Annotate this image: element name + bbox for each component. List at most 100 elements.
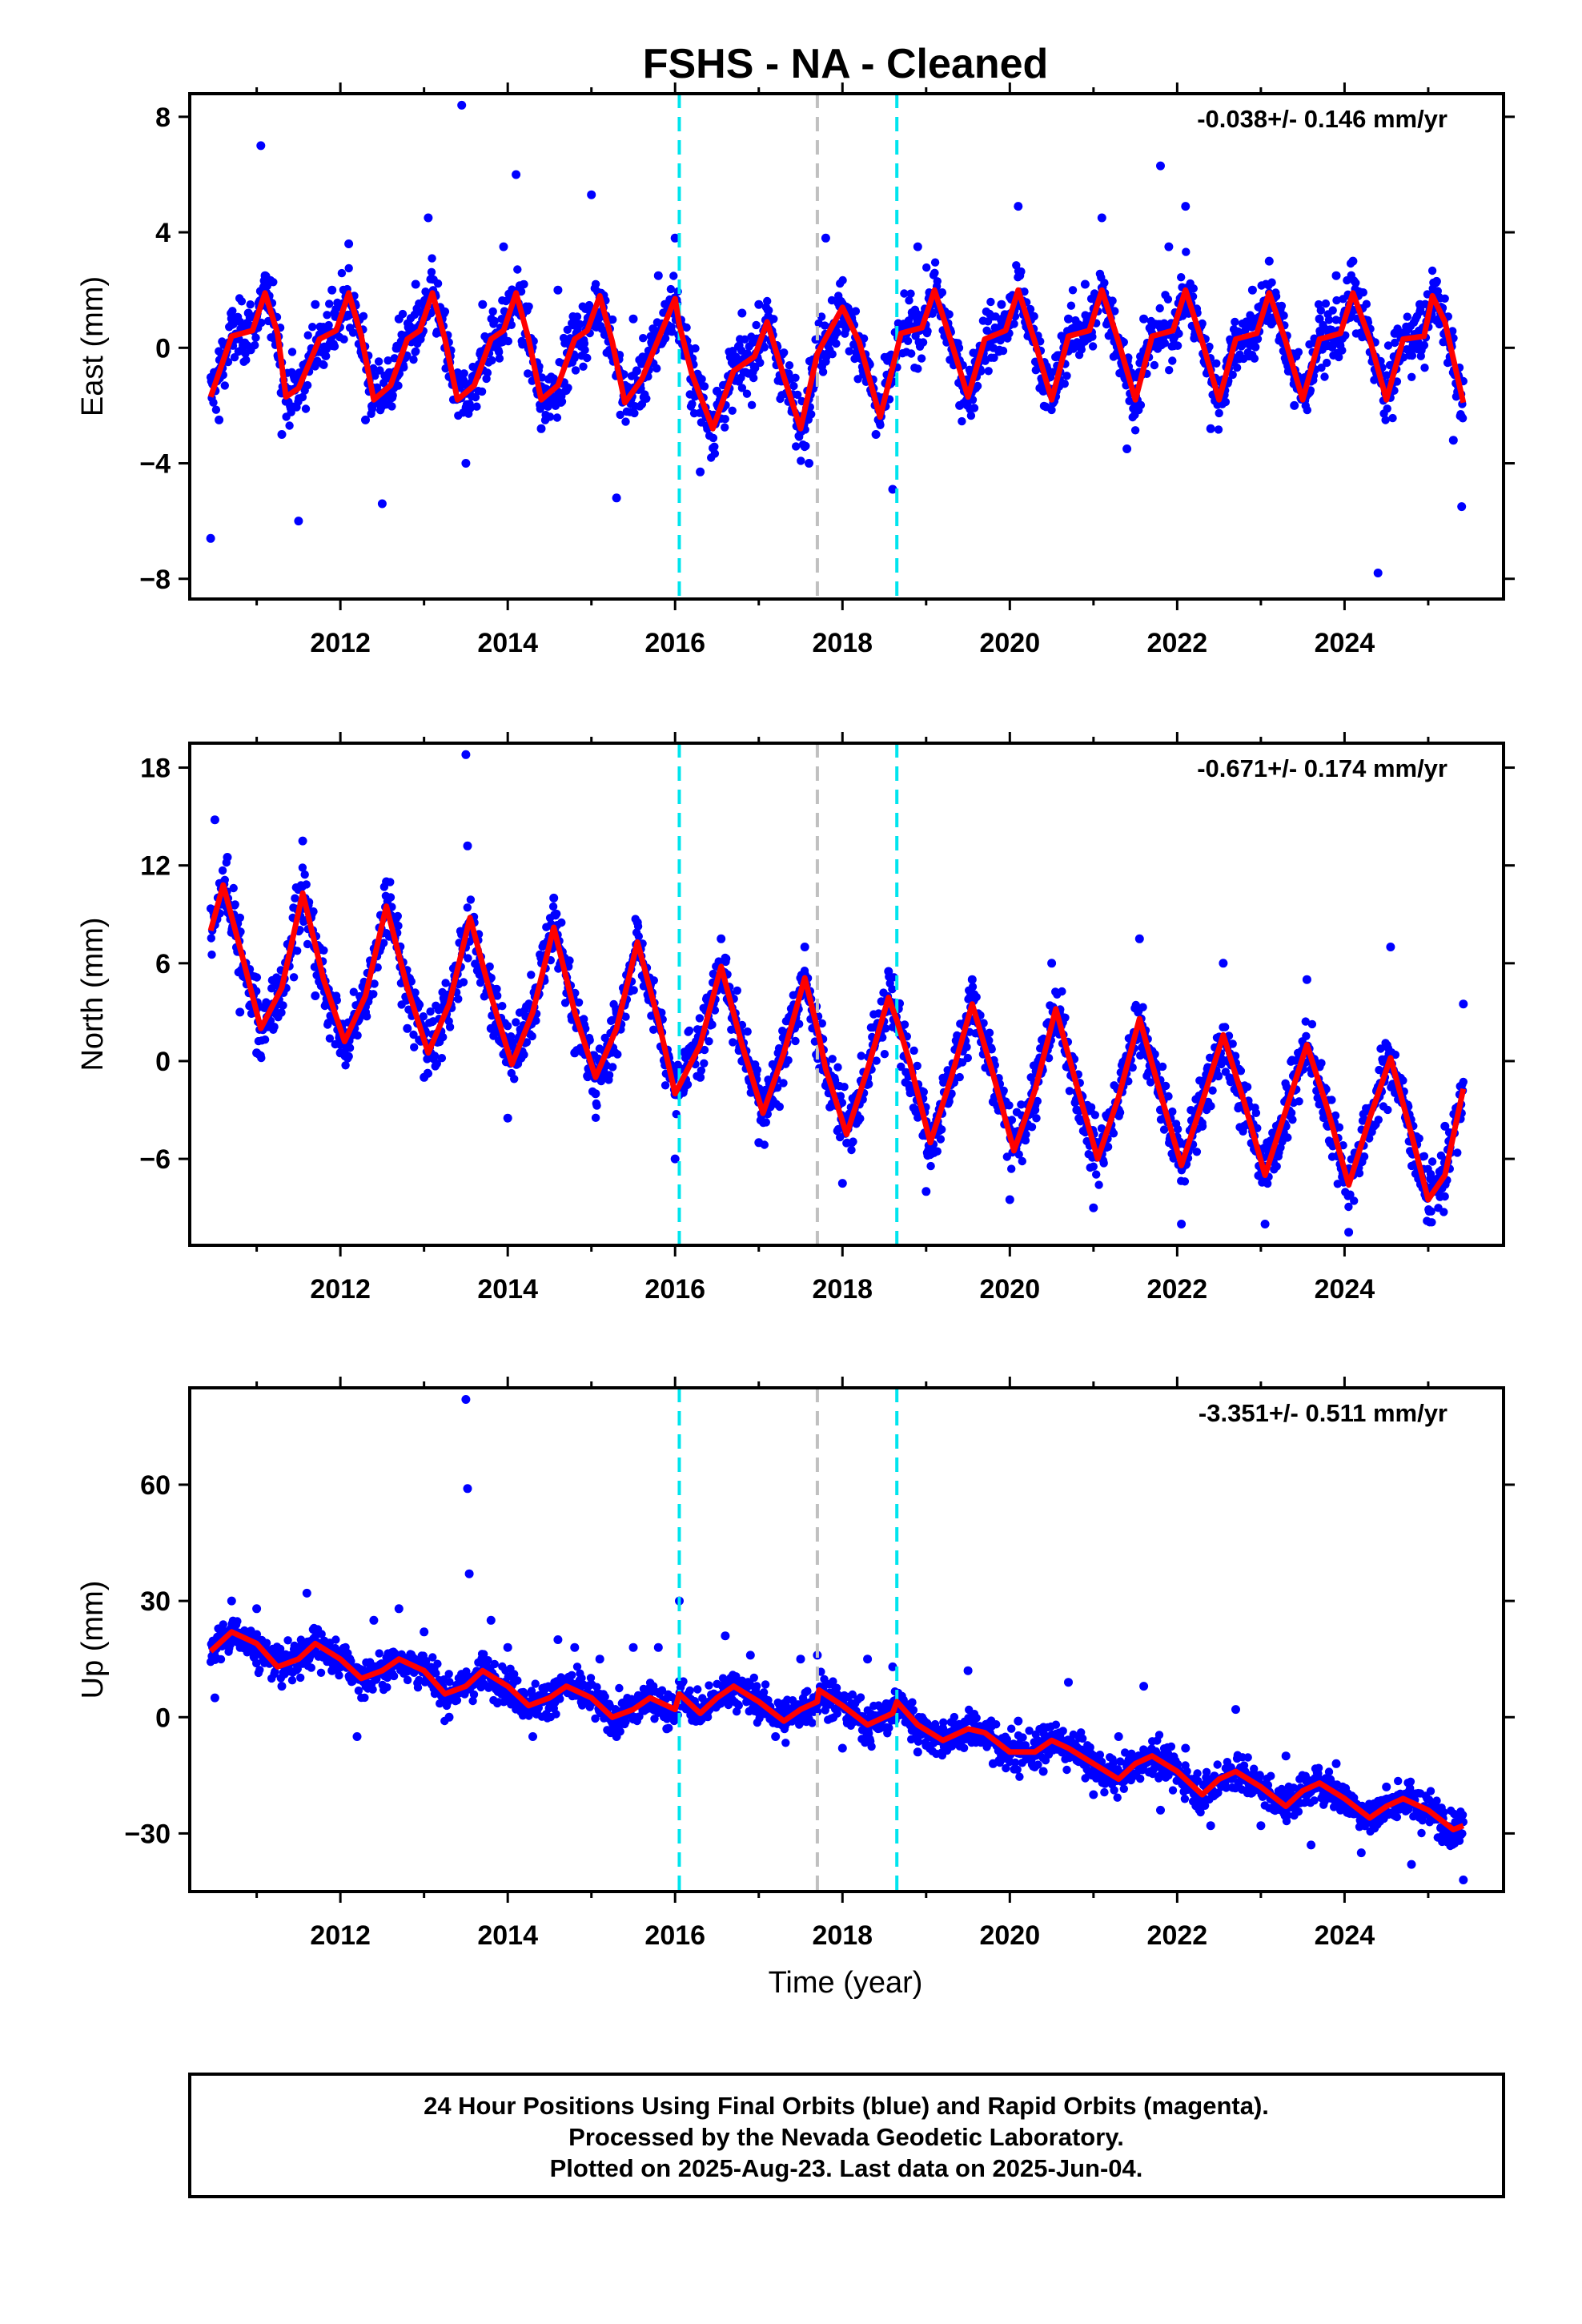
position-point — [228, 307, 237, 316]
position-point — [1321, 299, 1331, 308]
position-point — [608, 1063, 617, 1072]
outlier-point — [424, 213, 433, 223]
outlier-point — [1005, 1195, 1014, 1204]
position-point — [332, 995, 341, 1005]
outlier-point — [1206, 424, 1215, 433]
position-point — [1287, 1108, 1296, 1118]
position-point — [933, 277, 942, 286]
position-point — [1399, 1076, 1407, 1085]
outlier-point — [1198, 1121, 1207, 1131]
outlier-point — [1440, 1121, 1450, 1131]
position-point — [1331, 1111, 1340, 1120]
position-point — [400, 363, 408, 372]
position-point — [507, 320, 516, 329]
position-point — [565, 956, 574, 965]
outlier-point — [210, 815, 219, 825]
outlier-point — [1072, 1105, 1082, 1115]
position-point — [374, 357, 383, 366]
position-point — [742, 389, 752, 398]
position-point — [1018, 1156, 1027, 1166]
position-point — [379, 939, 388, 947]
position-point — [419, 1012, 428, 1021]
position-point — [737, 384, 747, 392]
position-point — [257, 318, 266, 328]
position-point — [1407, 351, 1417, 360]
position-point — [411, 988, 420, 997]
position-point — [423, 1055, 432, 1063]
position-point — [251, 333, 260, 342]
position-point — [483, 368, 492, 377]
position-point — [1094, 1180, 1103, 1189]
position-point — [341, 1061, 350, 1070]
position-point — [833, 328, 842, 337]
outlier-point — [335, 1048, 345, 1058]
position-point — [339, 335, 348, 344]
outlier-point — [1348, 256, 1358, 266]
outlier-point — [394, 314, 404, 324]
position-point — [472, 402, 481, 411]
outlier-point — [403, 1023, 412, 1033]
position-point — [1007, 1116, 1017, 1124]
position-point — [917, 354, 926, 363]
outlier-point — [612, 493, 621, 503]
outlier-point — [1390, 328, 1399, 338]
position-point — [309, 907, 318, 916]
position-point — [649, 1025, 658, 1035]
position-point — [1192, 1148, 1202, 1156]
position-point — [930, 268, 939, 277]
position-point — [285, 421, 294, 430]
outlier-point — [1139, 314, 1149, 324]
position-point — [1243, 1083, 1252, 1092]
position-point — [492, 984, 501, 994]
outlier-point — [921, 1187, 931, 1196]
outlier-point — [1315, 314, 1324, 324]
position-point — [237, 297, 247, 306]
position-point — [621, 1012, 630, 1021]
position-point — [1316, 306, 1326, 315]
position-point — [1160, 339, 1170, 348]
position-point — [849, 1137, 857, 1146]
position-point — [905, 296, 913, 305]
position-point — [454, 995, 463, 1003]
position-point — [1021, 1136, 1030, 1145]
y-tick-label: 18 — [140, 754, 171, 784]
position-point — [880, 1050, 889, 1059]
position-point — [1089, 1162, 1098, 1171]
position-point — [1303, 405, 1312, 415]
position-point — [945, 310, 954, 319]
position-point — [998, 346, 1008, 356]
position-point — [1324, 316, 1334, 324]
position-point — [1097, 1124, 1106, 1133]
position-point — [629, 986, 638, 995]
position-point — [591, 1113, 600, 1123]
outlier-point — [361, 1007, 370, 1017]
position-point — [426, 1007, 435, 1016]
position-point — [778, 1027, 787, 1035]
position-point — [721, 415, 729, 424]
position-point — [383, 356, 392, 365]
position-point — [649, 976, 658, 985]
outlier-point — [1239, 1121, 1249, 1131]
outlier-point — [327, 285, 337, 295]
plot-area — [206, 743, 1468, 1245]
position-point — [700, 1059, 709, 1068]
position-point — [1317, 1059, 1326, 1068]
outlier-point — [967, 975, 977, 984]
position-point — [1427, 1207, 1435, 1216]
position-point — [373, 963, 382, 972]
position-point — [459, 978, 468, 987]
outlier-point — [805, 459, 813, 468]
position-point — [709, 969, 718, 979]
x-tick-label: 2012 — [310, 628, 371, 658]
outlier-point — [884, 967, 893, 976]
position-point — [797, 456, 805, 465]
position-point — [1295, 1097, 1303, 1106]
position-point — [828, 1055, 837, 1063]
outlier-point — [1415, 300, 1424, 309]
outlier-point — [512, 170, 521, 179]
position-point — [387, 402, 396, 411]
position-point — [1346, 1190, 1355, 1199]
position-point — [302, 880, 311, 889]
position-point — [1164, 1092, 1173, 1101]
position-point — [345, 1043, 355, 1052]
